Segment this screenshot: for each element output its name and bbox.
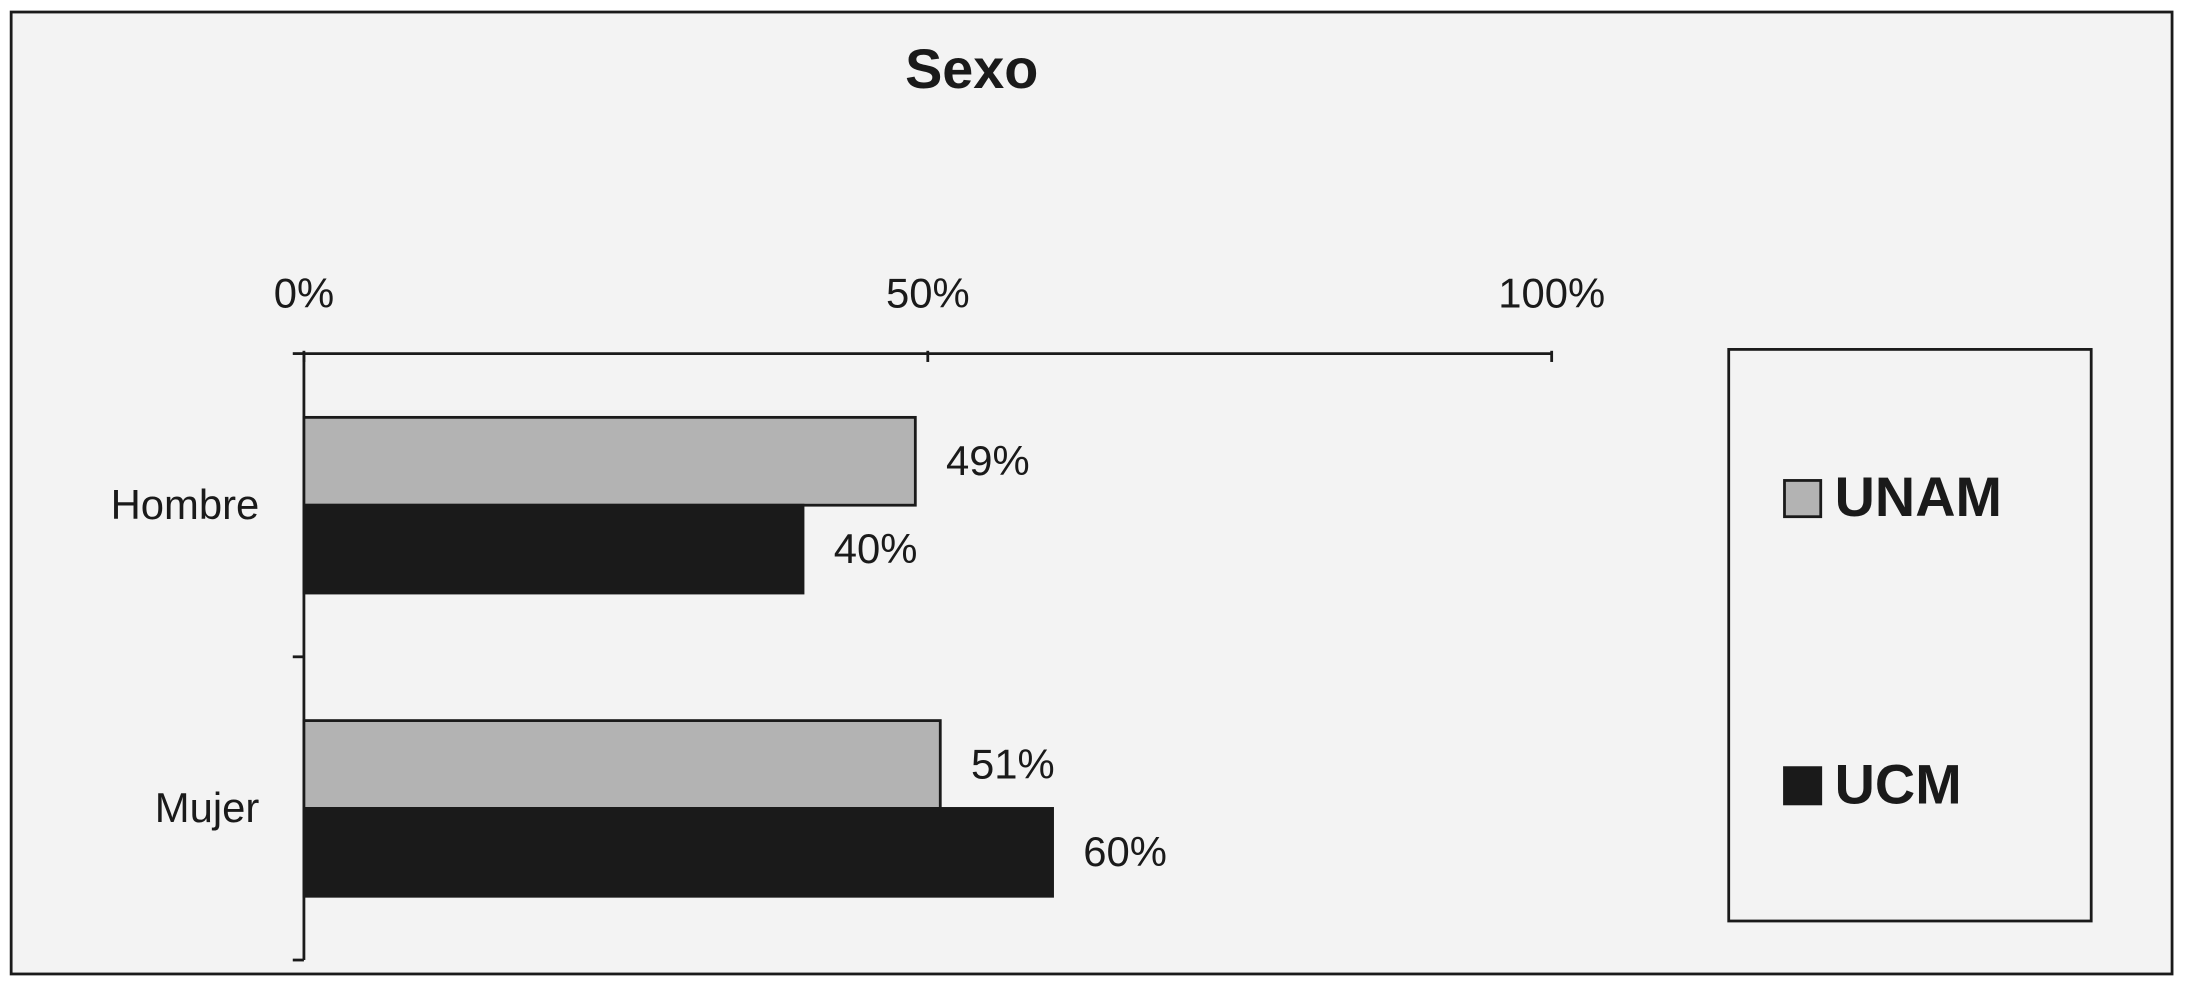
x-tick-label: 100%	[1498, 269, 1605, 316]
legend-swatch	[1783, 766, 1823, 806]
legend-box	[1727, 348, 2093, 923]
bar	[302, 719, 942, 810]
y-tick-label: Mujer	[155, 784, 260, 831]
x-tick-label: 0%	[274, 269, 334, 316]
data-label: 40%	[834, 525, 918, 572]
data-label: 60%	[1083, 828, 1167, 875]
legend-label: UNAM	[1835, 466, 2002, 528]
bar	[302, 807, 1054, 898]
legend-label: UCM	[1835, 753, 1962, 815]
y-tick-label: Hombre	[111, 481, 260, 528]
legend-swatch	[1783, 479, 1823, 519]
bar	[302, 415, 917, 507]
chart-title: Sexo	[905, 38, 1038, 100]
x-tick-label: 50%	[886, 269, 970, 316]
data-label: 51%	[971, 740, 1055, 787]
data-label: 49%	[946, 437, 1030, 484]
bar	[302, 503, 805, 595]
